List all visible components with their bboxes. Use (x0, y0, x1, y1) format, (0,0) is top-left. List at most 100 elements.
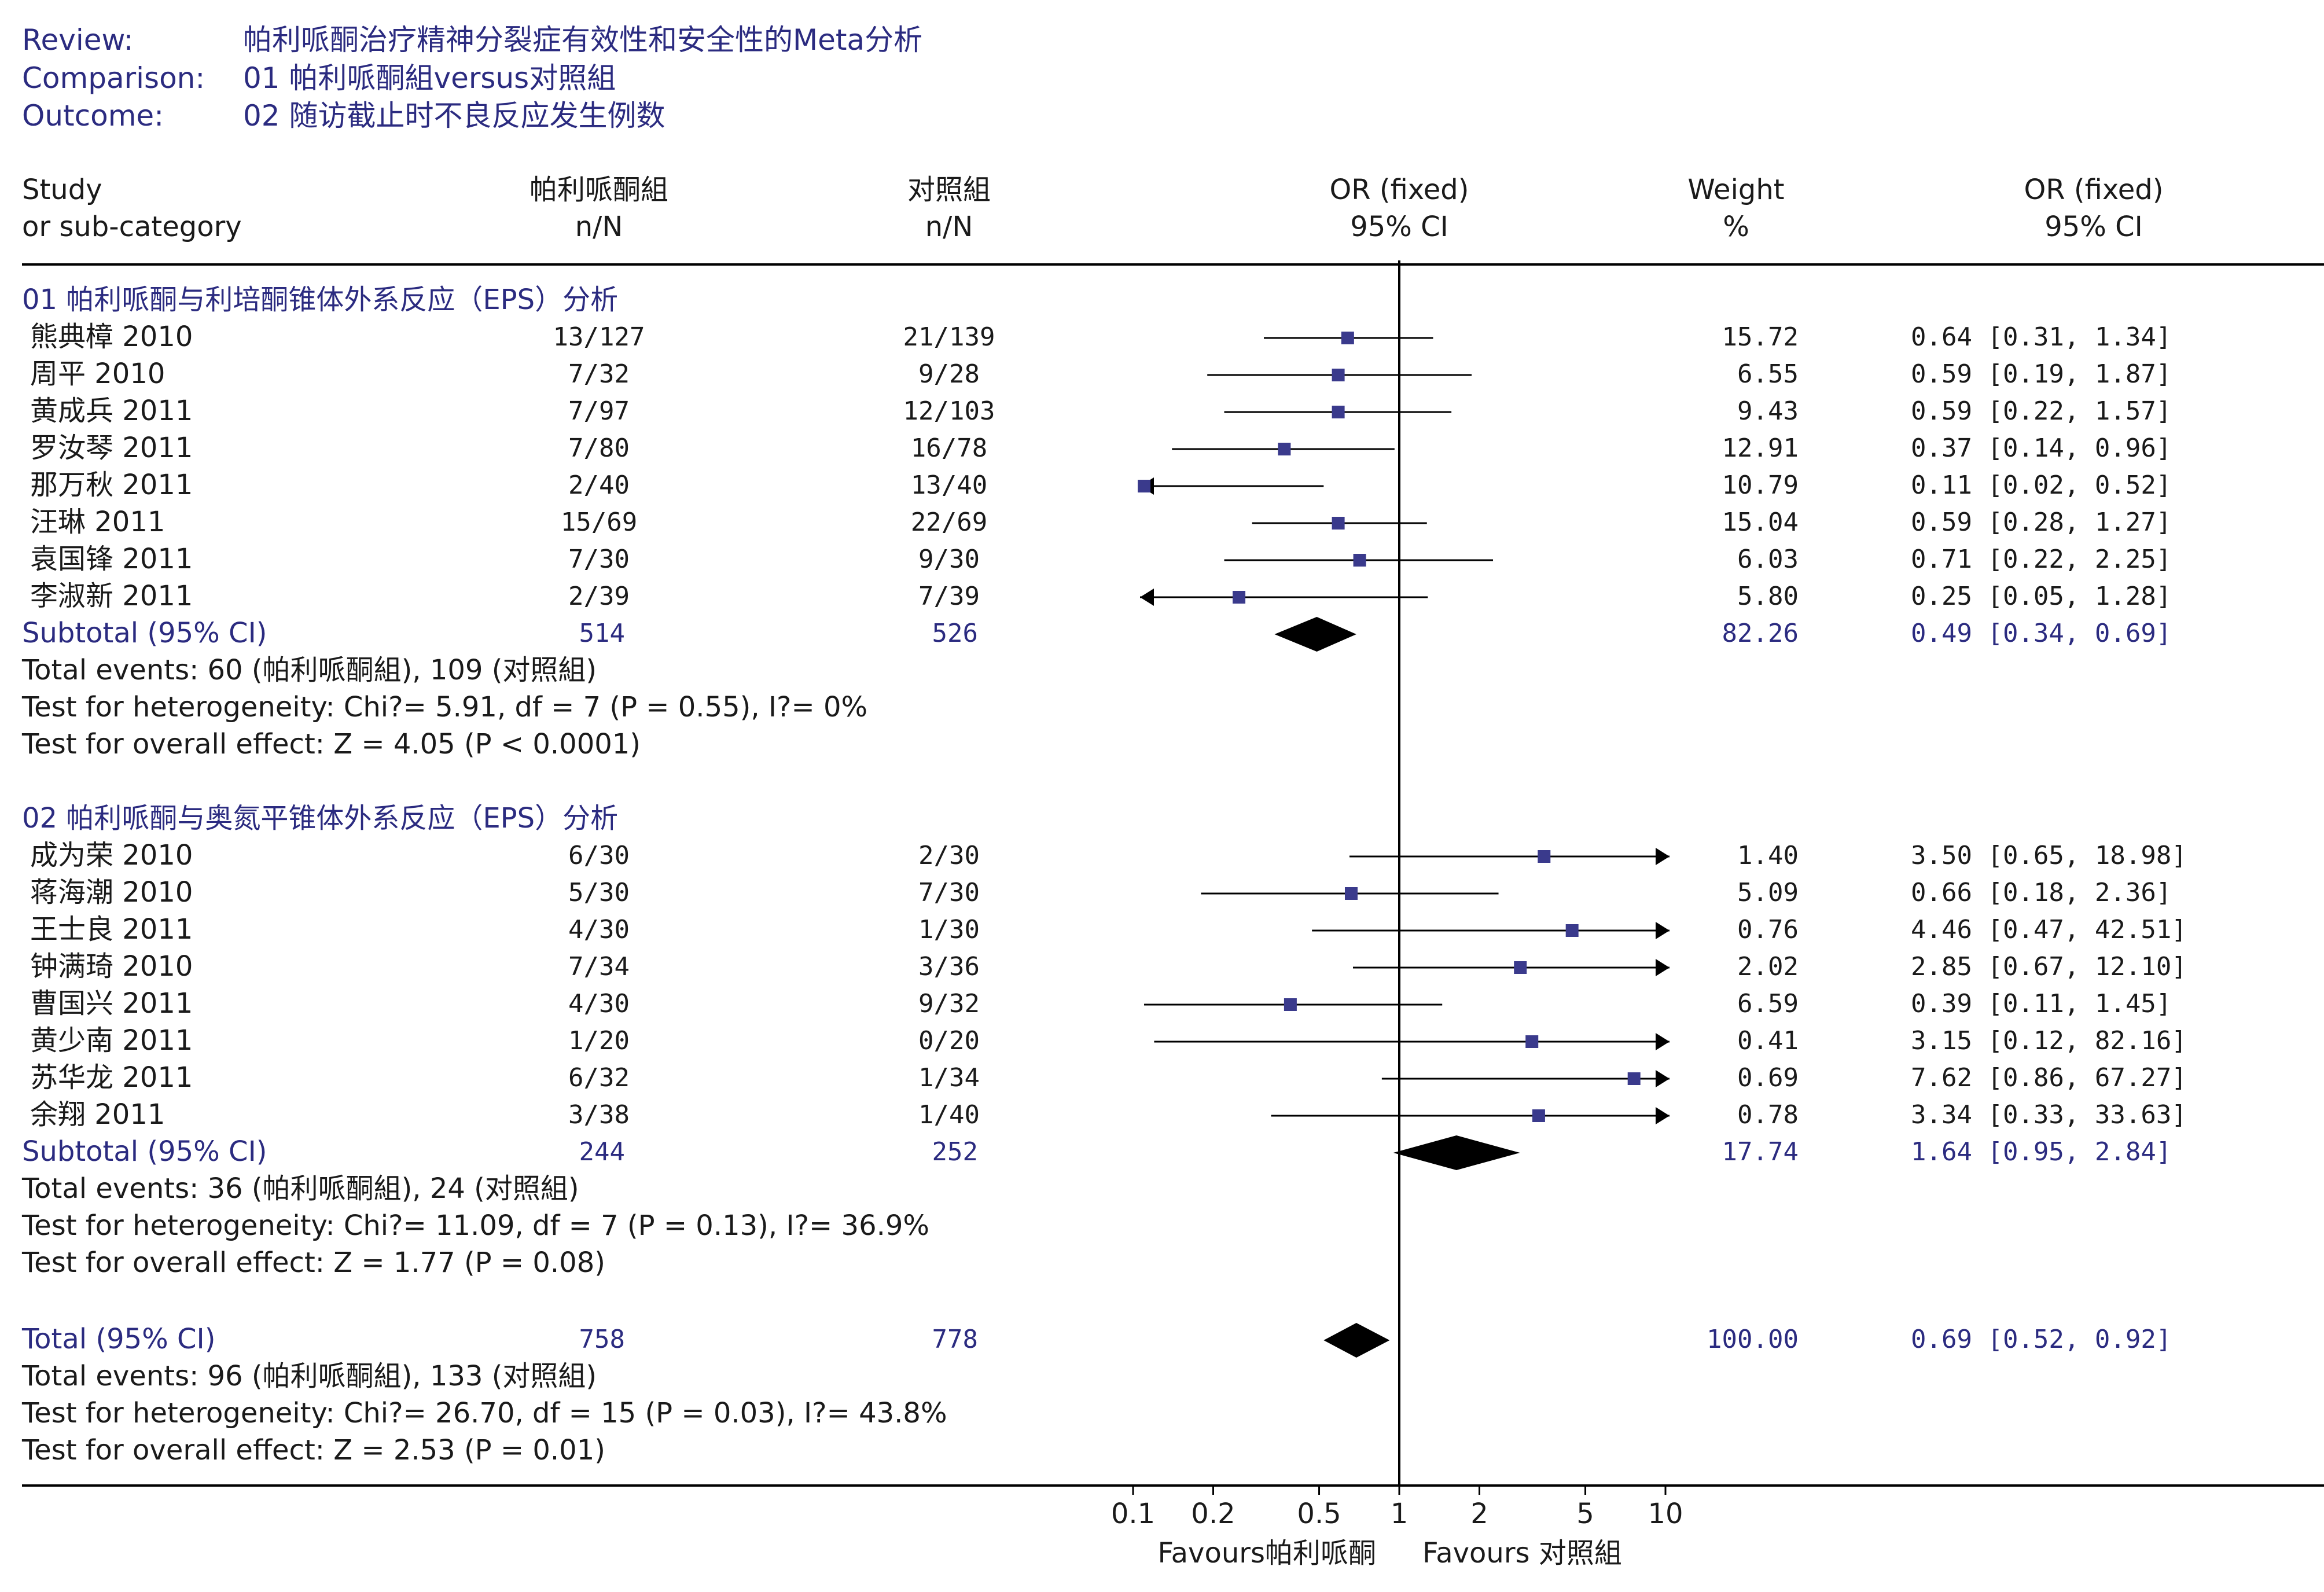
subtotal-g1-treatment: 514 (579, 619, 625, 648)
study-g1-3-weight: 9.43 (1737, 396, 1799, 426)
study-g2-7-treatment: 6/32 (568, 1063, 630, 1093)
x-tick-label-3: 1 (1390, 1498, 1409, 1530)
study-g1-8-weight: 5.80 (1737, 582, 1799, 611)
study-g1-7-weight: 6.03 (1737, 545, 1799, 574)
study-g2-2-name: 蒋海潮 2010 (30, 876, 193, 909)
study-g2-8-weight: 0.78 (1737, 1100, 1799, 1130)
study-g2-6-weight: 0.41 (1737, 1026, 1799, 1056)
study-g2-3-control: 1/30 (918, 915, 980, 944)
study-g1-6-treatment: 15/69 (560, 508, 638, 537)
study-g1-5-weight: 10.79 (1722, 470, 1799, 500)
study-g2-5-weight: 6.59 (1737, 989, 1799, 1019)
study-g1-4-control: 16/78 (910, 433, 988, 463)
subtotal-g2-weight: 17.74 (1722, 1137, 1799, 1167)
study-g2-2-control: 7/30 (918, 878, 980, 907)
study-g2-5-name: 曹国兴 2011 (30, 987, 193, 1020)
study-g1-8-ci-arrow-left (1140, 589, 1154, 606)
col-weight-header: Weight (1687, 174, 1785, 206)
study-g1-5-point-estimate (1138, 480, 1151, 492)
group-2-title: 02 帕利哌酮与奥氮平锥体外系反应（EPS）分析 (22, 802, 619, 834)
study-g2-2-point-estimate (1344, 887, 1358, 900)
study-g1-5-treatment: 2/40 (568, 470, 630, 500)
study-g2-1-point-estimate (1538, 850, 1551, 863)
subtotal-g2-diamond (1393, 1135, 1520, 1170)
study-g2-2-weight: 5.09 (1737, 878, 1799, 907)
study-g2-4-weight: 2.02 (1737, 952, 1799, 981)
study-g1-2-treatment: 7/32 (568, 359, 630, 389)
study-g2-7-weight: 0.69 (1737, 1063, 1799, 1093)
subtotal-g1-or-ci: 0.49 [0.34, 0.69] (1911, 619, 2172, 648)
study-g1-1-treatment: 13/127 (553, 322, 645, 352)
x-tick-label-4: 2 (1470, 1498, 1488, 1530)
study-g1-4-name: 罗汝琴 2011 (30, 432, 193, 464)
study-g1-8-point-estimate (1233, 591, 1246, 604)
study-g1-2-control: 9/28 (918, 359, 980, 389)
favours-right-label: Favours 对照組 (1422, 1537, 1622, 1569)
study-g2-1-weight: 1.40 (1737, 841, 1799, 870)
group-1-overall-effect: Test for overall effect: Z = 4.05 (P < 0… (22, 728, 641, 760)
group-2-overall-effect: Test for overall effect: Z = 1.77 (P = 0… (22, 1247, 605, 1279)
study-g2-1-ci-arrow-right (1656, 848, 1670, 865)
total-or-ci: 0.69 [0.52, 0.92] (1911, 1325, 2172, 1354)
review-label: Review: (22, 23, 134, 57)
study-g2-6-control: 0/20 (918, 1026, 980, 1056)
col-control-subheader: n/N (925, 211, 973, 243)
study-g2-6-treatment: 1/20 (568, 1026, 630, 1056)
group-2-events: Total events: 36 (帕利哌酮組), 24 (对照組) (22, 1172, 579, 1205)
study-g1-4-weight: 12.91 (1722, 433, 1799, 463)
study-g2-3-ci-arrow-right (1656, 922, 1670, 939)
study-g2-3-point-estimate (1565, 924, 1579, 937)
col-treatment-header: 帕利哌酮組 (529, 174, 669, 206)
study-g2-2-treatment: 5/30 (568, 878, 630, 907)
total-overall-effect: Test for overall effect: Z = 2.53 (P = 0… (22, 1434, 605, 1466)
study-g2-1-name: 成为荣 2010 (30, 839, 193, 872)
study-g1-7-point-estimate (1353, 554, 1366, 567)
study-g2-7-point-estimate (1627, 1072, 1641, 1085)
study-g1-4-treatment: 7/80 (568, 433, 630, 463)
study-g2-1-or-ci: 3.50 [0.65, 18.98] (1911, 841, 2187, 870)
study-g1-2-name: 周平 2010 (30, 358, 166, 390)
study-g2-4-treatment: 7/34 (568, 952, 630, 981)
col-or-text-subheader: 95% CI (2044, 211, 2143, 243)
total-control: 778 (932, 1325, 978, 1354)
col-or-text-header: OR (fixed) (2024, 174, 2164, 206)
col-weight-subheader: % (1723, 211, 1749, 243)
subtotal-g2-or-ci: 1.64 [0.95, 2.84] (1911, 1137, 2172, 1167)
study-g1-2-weight: 6.55 (1737, 359, 1799, 389)
study-g2-4-point-estimate (1514, 961, 1527, 974)
study-g2-8-name: 余翔 2011 (30, 1098, 166, 1131)
study-g1-6-name: 汪琳 2011 (30, 506, 166, 538)
study-g1-4-point-estimate (1278, 443, 1291, 455)
study-g1-1-or-ci: 0.64 [0.31, 1.34] (1911, 322, 2172, 352)
subtotal-g1-diamond (1274, 617, 1356, 652)
study-g1-1-point-estimate (1341, 332, 1354, 344)
study-g2-6-name: 黄少南 2011 (30, 1024, 193, 1057)
total-events: Total events: 96 (帕利哌酮組), 133 (对照組) (22, 1360, 597, 1392)
study-g1-8-or-ci: 0.25 [0.05, 1.28] (1911, 582, 2172, 611)
study-g1-8-control: 7/39 (918, 582, 980, 611)
study-g2-4-ci-arrow-right (1656, 959, 1670, 976)
study-g1-6-control: 22/69 (910, 508, 988, 537)
subtotal-g2-treatment: 244 (579, 1137, 625, 1167)
study-g2-3-treatment: 4/30 (568, 915, 630, 944)
total-diamond (1323, 1323, 1390, 1358)
study-g2-6-point-estimate (1525, 1035, 1539, 1048)
study-g2-6-ci-arrow-right (1656, 1033, 1670, 1050)
group-1-heterogeneity: Test for heterogeneity: Chi?= 5.91, df =… (22, 691, 868, 723)
subtotal-g1-weight: 82.26 (1722, 619, 1799, 648)
study-g2-7-ci-arrow-right (1656, 1070, 1670, 1087)
study-g2-5-control: 9/32 (918, 989, 980, 1019)
outcome-value: 02 随访截止时不良反应发生例数 (243, 99, 665, 133)
study-g2-5-or-ci: 0.39 [0.11, 1.45] (1911, 989, 2172, 1019)
study-g2-8-or-ci: 3.34 [0.33, 33.63] (1911, 1100, 2187, 1130)
col-or-plot-subheader: 95% CI (1350, 211, 1448, 243)
x-tick-label-2: 0.5 (1297, 1498, 1341, 1530)
x-tick-label-1: 0.2 (1191, 1498, 1235, 1530)
study-g2-6-or-ci: 3.15 [0.12, 82.16] (1911, 1026, 2187, 1056)
comparison-value: 01 帕利哌酮組versus对照組 (243, 61, 616, 95)
study-g1-3-control: 12/103 (903, 396, 995, 426)
study-g2-1-treatment: 6/30 (568, 841, 630, 870)
study-g2-7-name: 苏华龙 2011 (30, 1061, 193, 1094)
study-g2-3-weight: 0.76 (1737, 915, 1799, 944)
